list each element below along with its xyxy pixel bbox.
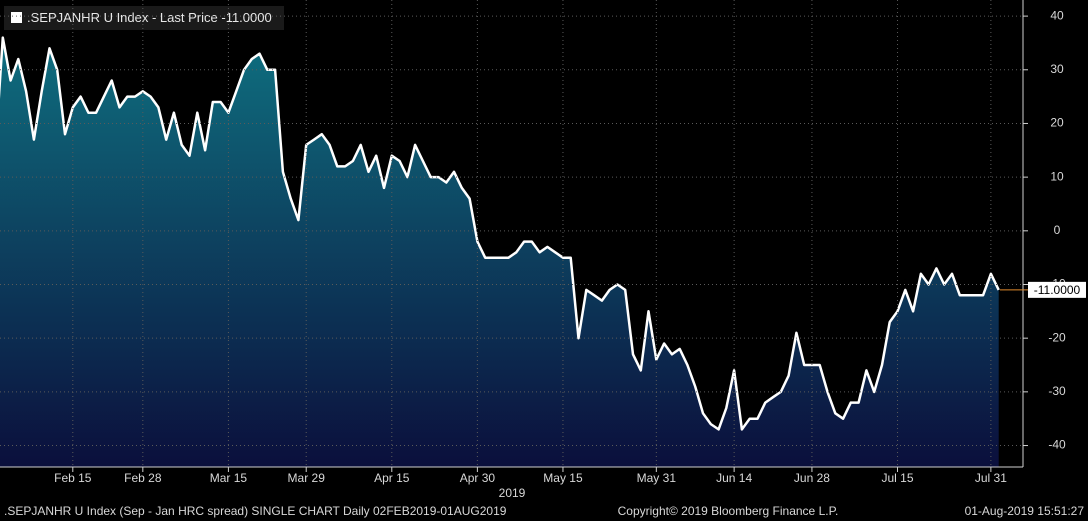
year-label: 2019 [499,486,526,500]
y-tick-label: 30 [1050,62,1064,76]
area-fill [0,37,999,467]
plot-area [0,36,1000,467]
legend-last-price: -11.0000 [221,10,271,25]
x-tick-label: Mar 15 [210,471,248,485]
y-tick-label: 10 [1050,169,1064,183]
legend-swatch [11,12,22,23]
y-tick-label: -40 [1048,438,1066,452]
x-tick-label: May 31 [637,471,677,485]
y-tick-label: -30 [1048,384,1066,398]
y-tick-label: 40 [1050,8,1064,22]
line [0,36,1000,431]
legend-text: .SEPJANHR U Index - Last Price -11.0000 [27,10,272,25]
last-price-label: -11.0000 [1034,283,1081,297]
x-tick-label: Jun 28 [794,471,830,485]
legend: .SEPJANHR U Index - Last Price -11.0000 [4,6,284,30]
x-tick-label: Jul 31 [975,471,1007,485]
legend-name: .SEPJANHR U Index - Last Price [27,10,218,25]
y-tick-label: -20 [1048,330,1066,344]
x-tick-label: Jun 14 [716,471,752,485]
x-tick-label: Apr 30 [460,471,496,485]
x-tick-label: Jul 15 [881,471,913,485]
footer-center: Copyright© 2019 Bloomberg Finance L.P. [618,504,839,518]
x-tick-label: May 15 [543,471,583,485]
legend-background [4,6,284,30]
x-tick-label: Apr 15 [374,471,410,485]
x-tick-label: Mar 29 [288,471,326,485]
footer-left: .SEPJANHR U Index (Sep - Jan HRC spread)… [4,504,507,518]
footer-right: 01-Aug-2019 15:51:27 [965,504,1085,518]
x-tick-label: Feb 15 [54,471,92,485]
last-price-box [1028,281,1086,298]
x-tick-label: Feb 28 [124,471,162,485]
y-tick-label: 0 [1054,223,1061,237]
y-tick-label: 20 [1050,116,1064,130]
